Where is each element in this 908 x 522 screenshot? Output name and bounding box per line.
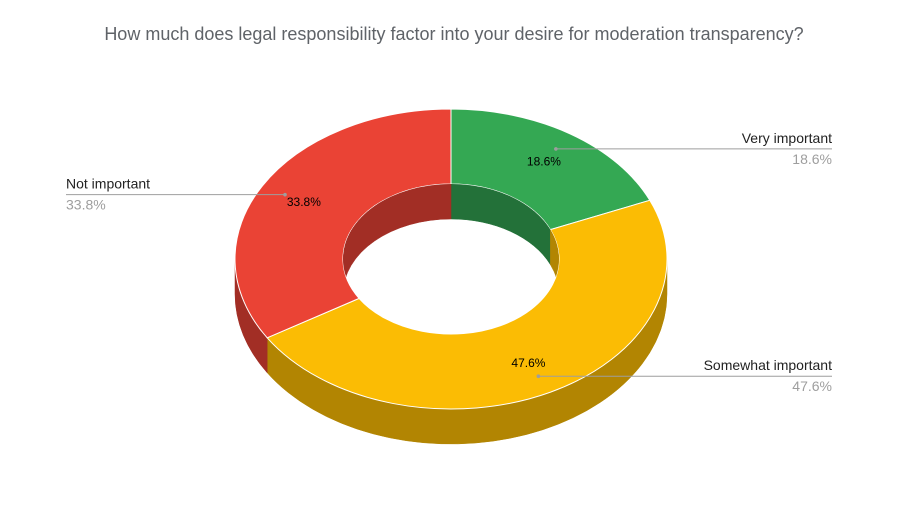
chart-title: How much does legal responsibility facto… <box>104 24 804 44</box>
callout-label-very-important: Very important <box>742 130 832 146</box>
callout-dot <box>283 192 287 197</box>
slice-value-label-very-important: 18.6% <box>527 154 561 168</box>
callouts: Very important 18.6% Somewhat important 47.… <box>66 130 832 394</box>
inner-side-not-important <box>343 184 452 295</box>
callout-label-not-important: Not important <box>66 176 150 192</box>
slice-labels: 18.6% 47.6% 33.8% <box>287 154 561 369</box>
donut-hole <box>343 184 559 334</box>
callout-value-very-important: 18.6% <box>792 151 832 167</box>
callout-value-not-important: 33.8% <box>66 197 106 213</box>
callout-label-somewhat-important: Somewhat important <box>704 357 833 373</box>
callout-value-somewhat-important: 47.6% <box>792 378 832 394</box>
slice-value-label-not-important: 33.8% <box>287 195 321 209</box>
inner-walls <box>343 184 559 295</box>
slice-value-label-somewhat-important: 47.6% <box>511 356 545 370</box>
